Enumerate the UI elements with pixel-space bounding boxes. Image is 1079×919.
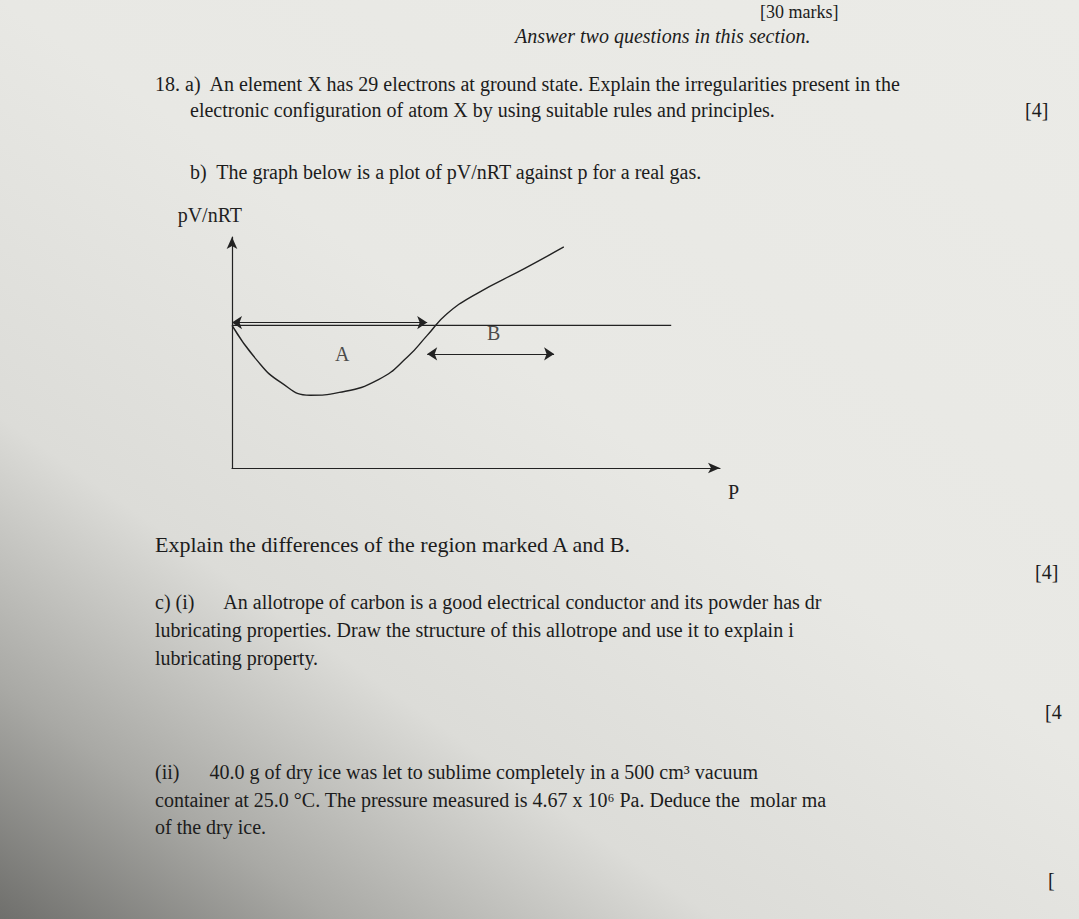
html-text:lubricating property.: lubricating property. — [155, 647, 319, 669]
html-text:(ii) 40.0 g of dry ice was let: (ii) 40.0 g of dry ice was let to sublim… — [155, 761, 759, 783]
html-text:[4]: [4] — [1035, 561, 1059, 583]
html-text:container at 25.0 °C. The pres: container at 25.0 °C. The pressure measu… — [155, 789, 827, 811]
html-text:[4: [4 — [1045, 701, 1062, 723]
html-text:b) The graph below is a plot o: b) The graph below is a plot of pV/nRT a… — [190, 161, 702, 183]
svg-text:B: B — [486, 321, 501, 344]
html-text:[30 marks]: [30 marks] — [760, 2, 839, 22]
svg-text:pV/nRT: pV/nRT — [178, 205, 242, 227]
html-text:lubricating properties. Draw t: lubricating properties. Draw the structu… — [155, 619, 794, 641]
html-text:Explain the differences of the: Explain the differences of the region ma… — [155, 532, 630, 557]
html-text:c) (i) An allotrope of carbon: c) (i) An allotrope of carbon is a good … — [155, 591, 822, 613]
html-text:of the dry ice.: of the dry ice. — [155, 816, 267, 838]
html-text:electronic configuration of at: electronic configuration of atom X by us… — [190, 99, 775, 121]
html-text:18. a) An element X has 29 ele: 18. a) An element X has 29 electrons at … — [155, 73, 900, 95]
svg-text:P: P — [728, 481, 739, 503]
html-text:[4]: [4] — [1025, 99, 1049, 121]
html-text:Answer two questions in this s: Answer two questions in this section. — [515, 25, 811, 47]
svg-text:A: A — [335, 343, 350, 365]
